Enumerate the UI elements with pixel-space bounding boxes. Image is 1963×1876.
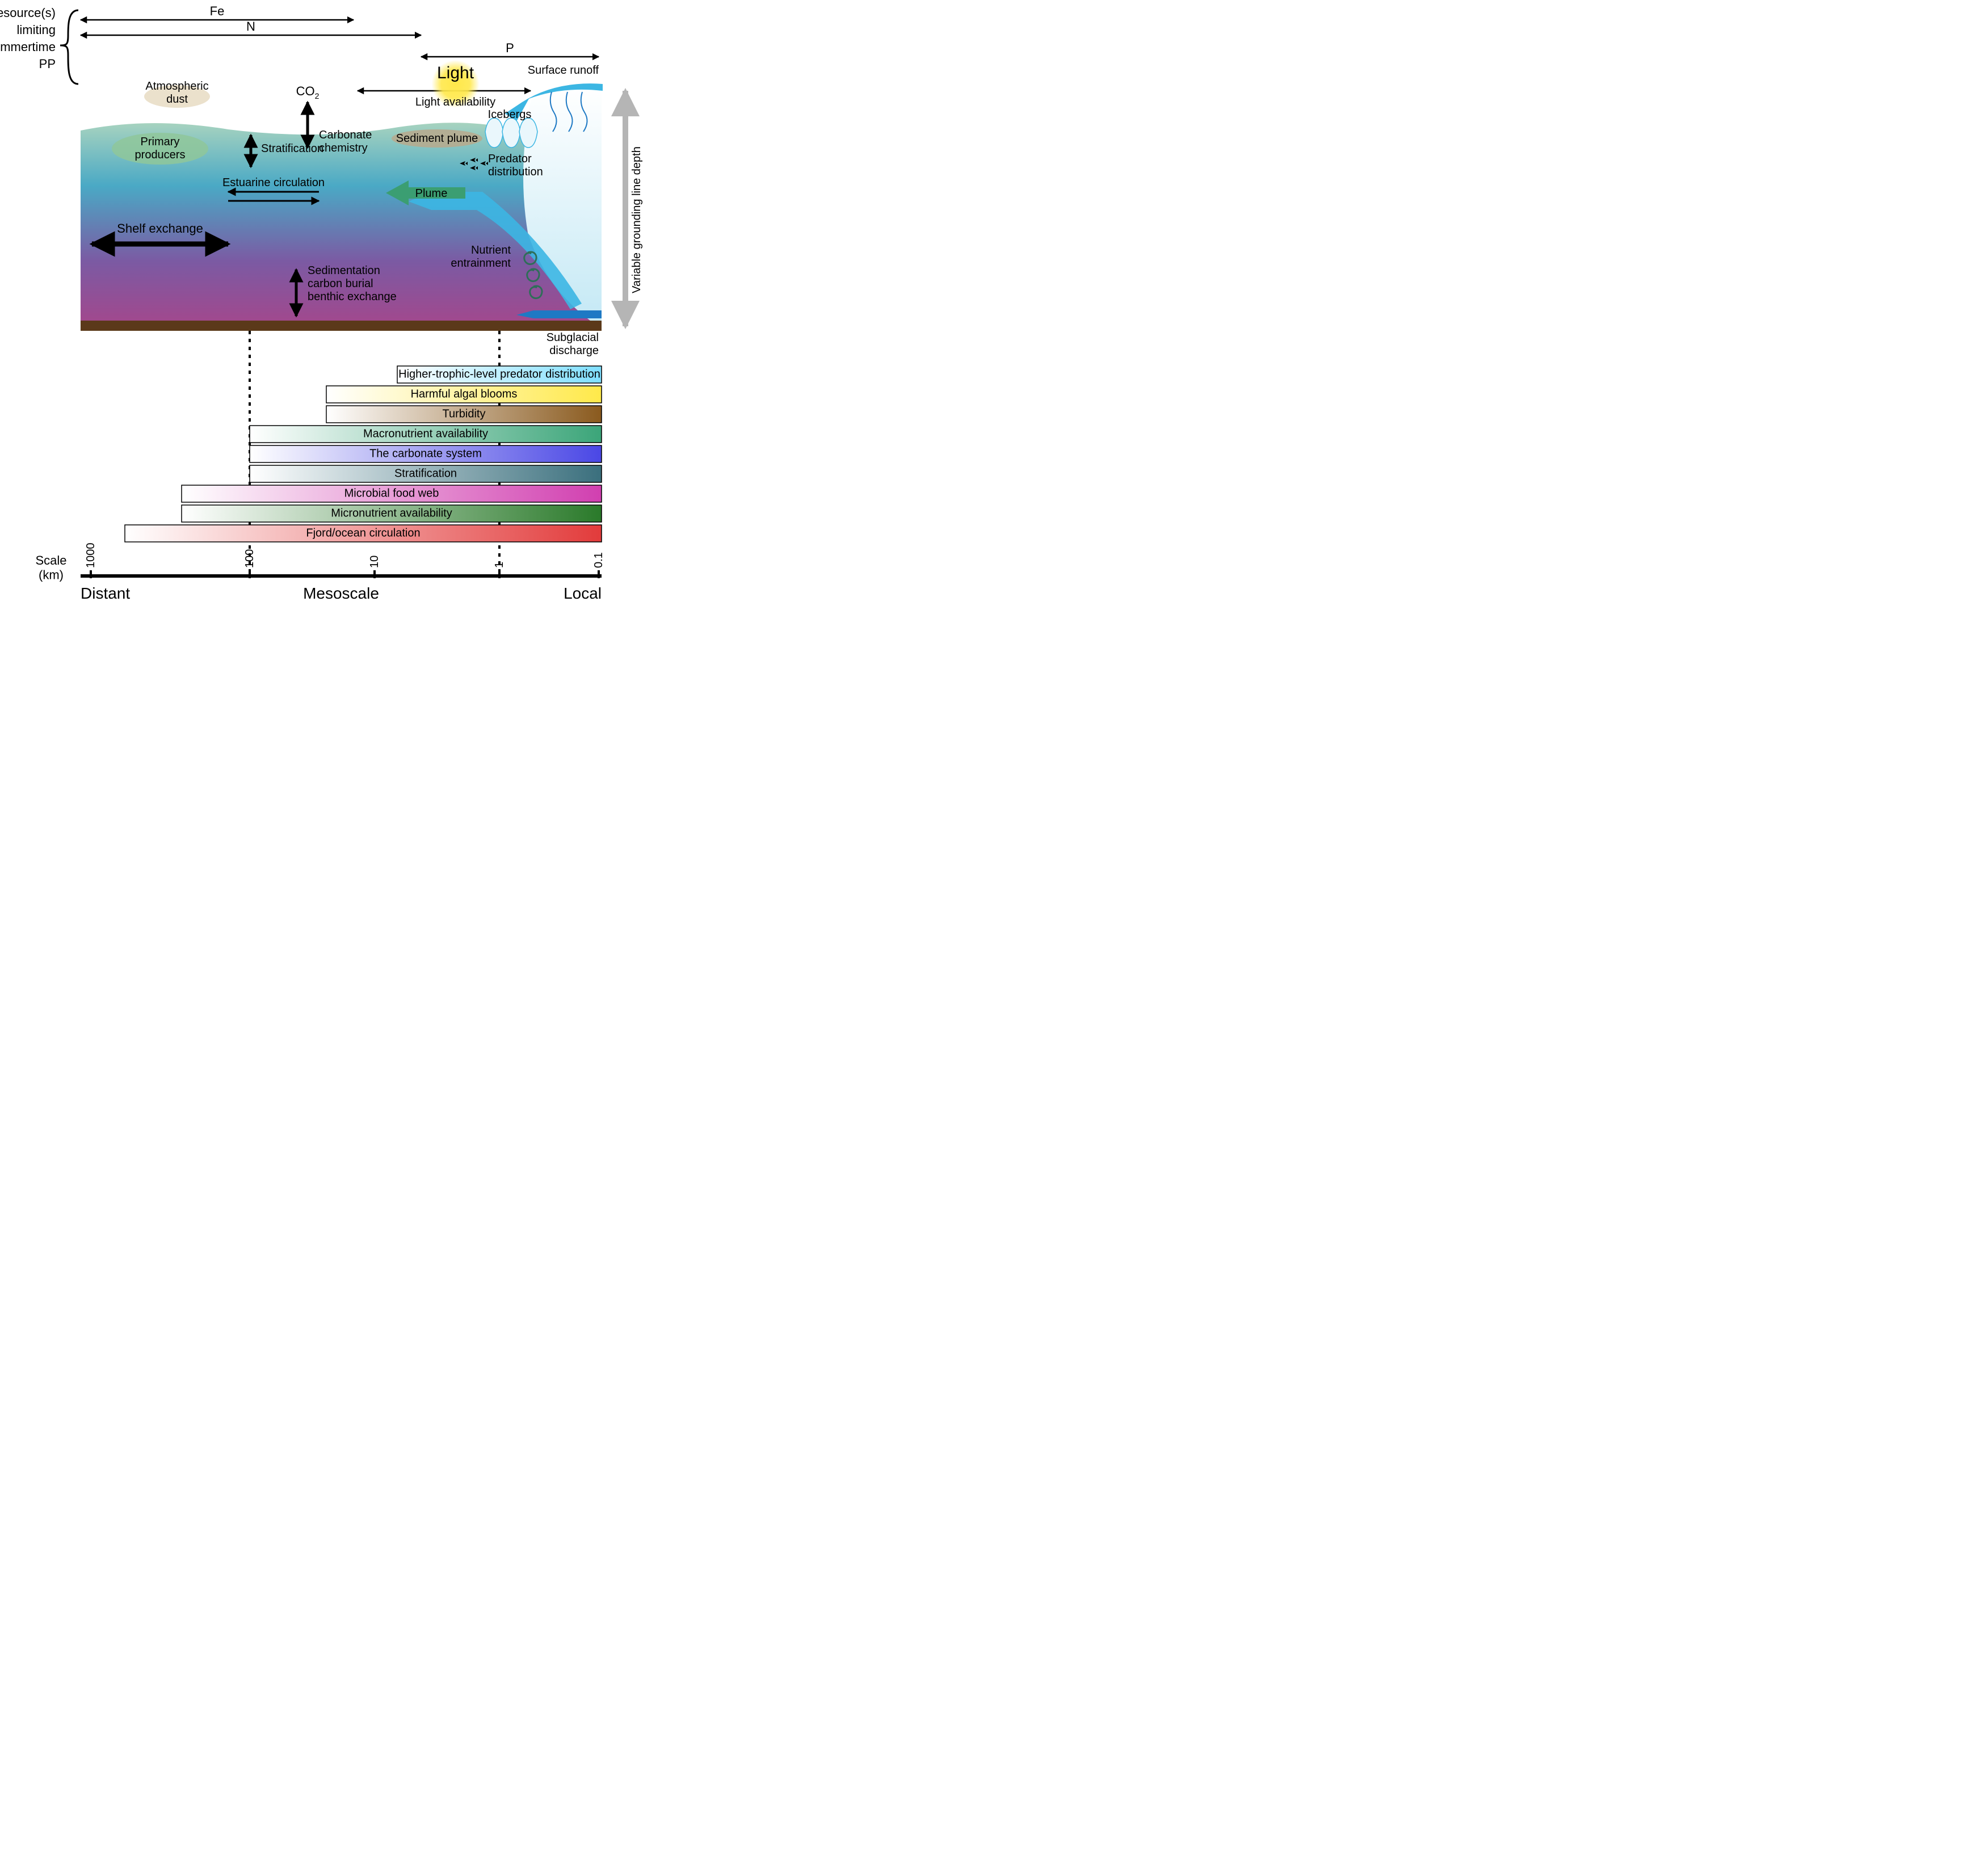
primary-producers-label: Primaryproducers — [135, 136, 186, 161]
light-availability: Light availability — [415, 96, 495, 108]
scale-tick-label: 1000 — [85, 543, 97, 569]
process-bar-label: Stratification — [394, 467, 457, 479]
scale-tick-label: 10 — [368, 556, 381, 568]
carbonate-label: Carbonatechemistry — [319, 129, 372, 154]
process-bar-label: Fjord/ocean circulation — [306, 527, 420, 539]
scale-tick-label: 1 — [493, 562, 506, 568]
resources-label: PP — [39, 57, 56, 71]
resource-P: P — [506, 41, 514, 55]
scale-axis: Scale(km) 1000 100 10 1 0.1 Distant Mesoscale Lo… — [35, 543, 605, 603]
surface-runoff-label: Surface runoff — [528, 64, 599, 77]
resources-label: summertime — [0, 40, 56, 54]
icebergs — [485, 118, 537, 148]
resource-N: N — [246, 19, 255, 33]
schematic: Surface runoffSubglacialdischargePlumeNu… — [81, 64, 643, 357]
process-bars: Higher-trophic-level predator distributi… — [125, 366, 602, 542]
scale-label: Scale(km) — [35, 553, 66, 582]
scale-tick-label: 100 — [243, 549, 256, 568]
process-bar-label: Macronutrient availability — [363, 427, 488, 440]
stratification-label: Stratification — [261, 142, 323, 155]
scale-end-mid: Mesoscale — [303, 584, 379, 602]
subglacial-arrow — [516, 310, 602, 318]
brace-icon — [60, 10, 78, 84]
resource-light: Light — [437, 64, 474, 82]
seafloor — [81, 321, 602, 331]
subglacial-label: Subglacialdischarge — [547, 331, 599, 357]
process-bar-label: Turbidity — [443, 407, 486, 420]
resource-Fe: Fe — [210, 4, 225, 18]
process-bar-label: Harmful algal blooms — [411, 388, 518, 400]
shelf-label: Shelf exchange — [117, 221, 203, 235]
process-bar-label: Micronutrient availability — [331, 507, 452, 519]
process-bar-label: Microbial food web — [344, 487, 439, 499]
process-bar-label: The carbonate system — [369, 447, 482, 460]
icebergs-label: Icebergs — [488, 108, 532, 121]
co2-label: CO2 — [296, 84, 320, 100]
grounding-label: Variable grounding line depth — [630, 146, 643, 293]
scale-end-right: Local — [564, 584, 602, 602]
resources-label: limiting — [17, 23, 56, 37]
estuarine-label: Estuarine circulation — [222, 176, 325, 189]
resources-label: Resource(s) — [0, 6, 56, 20]
scale-end-left: Distant — [81, 584, 130, 602]
scale-tick-label: 0.1 — [592, 552, 605, 568]
process-bar-label: Higher-trophic-level predator distributi… — [398, 368, 600, 380]
plume-label: Plume — [415, 187, 448, 200]
sediment-plume-label: Sediment plume — [396, 132, 478, 145]
